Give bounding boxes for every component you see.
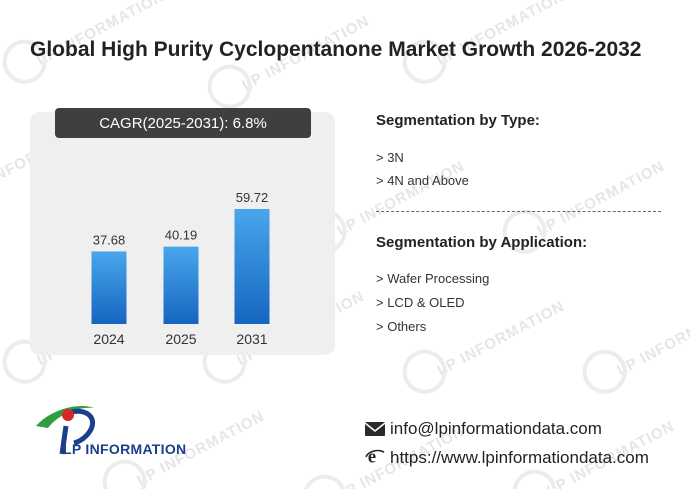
bar-value-label: 37.68 (93, 232, 126, 247)
watermark: LP INFORMATION (614, 298, 690, 380)
browser-e-icon: e (365, 447, 385, 465)
application-item: > Others (376, 319, 427, 334)
application-item: > LCD & OLED (376, 295, 465, 310)
svg-text:e: e (368, 447, 376, 465)
cagr-value: 6.8% (232, 114, 267, 132)
contact-website[interactable]: https://www.lpinformationdata.com (390, 448, 649, 467)
type-item: > 3N (376, 150, 404, 165)
mail-icon (364, 422, 386, 436)
bar-value-label: 40.19 (165, 228, 198, 243)
logo-arc-icon (71, 408, 95, 446)
bar-2031 (234, 209, 270, 324)
x-tick-label: 2024 (93, 331, 124, 347)
segmentation-application-heading: Segmentation by Application: (376, 234, 588, 251)
cagr-badge: CAGR(2025-2031): 6.8% (55, 108, 311, 138)
x-tick-label: 2025 (165, 331, 196, 347)
section-divider (376, 211, 661, 212)
contact-email[interactable]: info@lpinformationdata.com (390, 419, 602, 438)
bar-value-label: 59.72 (236, 190, 269, 205)
cagr-label: CAGR(2025-2031): (99, 114, 229, 132)
page-title: Global High Purity Cyclopentanone Market… (30, 38, 642, 61)
bar-2025 (163, 246, 199, 324)
lp-information-logo (36, 406, 95, 455)
x-tick-label: 2031 (236, 331, 267, 347)
segmentation-type-heading: Segmentation by Type: (376, 112, 540, 129)
watermark: LP INFORMATION (334, 157, 468, 240)
logo-swoosh-icon (36, 406, 94, 428)
bar-2024 (91, 251, 127, 324)
logo-stem-icon (59, 425, 69, 455)
watermark: LP INFORMATION (534, 157, 668, 240)
application-item: > Wafer Processing (376, 271, 490, 286)
brand-name: LP INFORMATION (63, 441, 187, 457)
bar-chart: 37.68 2024 40.19 2025 59.72 2031 (91, 190, 270, 347)
logo-dot-icon (62, 409, 74, 421)
type-item: > 4N and Above (376, 173, 469, 188)
